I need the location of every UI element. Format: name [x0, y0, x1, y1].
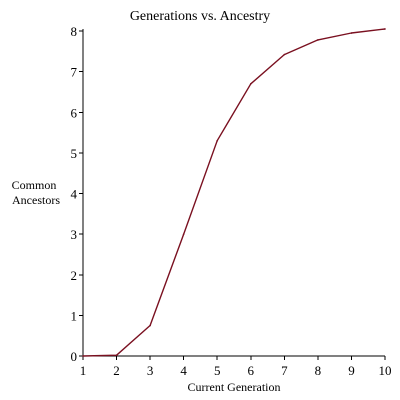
x-tick-label: 4: [180, 363, 187, 378]
x-axis-label: Current Generation: [188, 380, 281, 394]
x-tick-label: 1: [80, 363, 87, 378]
data-point: [384, 28, 386, 30]
data-point: [216, 139, 219, 142]
series-group: [82, 28, 386, 357]
x-tick-label: 7: [281, 363, 288, 378]
x-tick-label: 8: [315, 363, 322, 378]
x-ticks: 1 2 3 4 5 6 7 8 9 10: [80, 356, 392, 378]
data-point: [182, 233, 185, 235]
y-tick-label: 2: [71, 268, 78, 283]
y-tick-label: 6: [71, 105, 78, 120]
data-point: [149, 324, 151, 327]
y-tick-label: 3: [71, 227, 78, 242]
data-point: [82, 355, 84, 357]
series-line-0: [82, 28, 386, 357]
y-tick-label: 4: [71, 187, 78, 202]
data-point: [317, 39, 319, 41]
y-tick-label: 0: [71, 349, 78, 364]
x-tick-label: 6: [248, 363, 255, 378]
x-tick-label: 3: [147, 363, 154, 378]
y-axis-label-line-2: Ancestors: [12, 193, 60, 207]
y-tick-label: 1: [71, 308, 78, 323]
y-tick-label: 8: [71, 24, 78, 39]
data-point: [115, 354, 118, 356]
y-axis-label-line-1: Common: [12, 178, 57, 192]
x-tick-label: 2: [113, 363, 120, 378]
x-tick-label: 5: [214, 363, 221, 378]
x-tick-label: 10: [379, 363, 392, 378]
axes: [82, 29, 385, 357]
chart-title: Generations vs. Ancestry: [130, 9, 270, 24]
y-tick-label: 7: [71, 65, 78, 80]
y-ticks: 0 1 2 3 4 5 6 7 8: [71, 24, 83, 364]
data-point: [350, 32, 353, 34]
data-point: [283, 53, 286, 56]
y-tick-label: 5: [71, 146, 78, 161]
data-point: [249, 83, 252, 85]
x-tick-label: 9: [348, 363, 355, 378]
